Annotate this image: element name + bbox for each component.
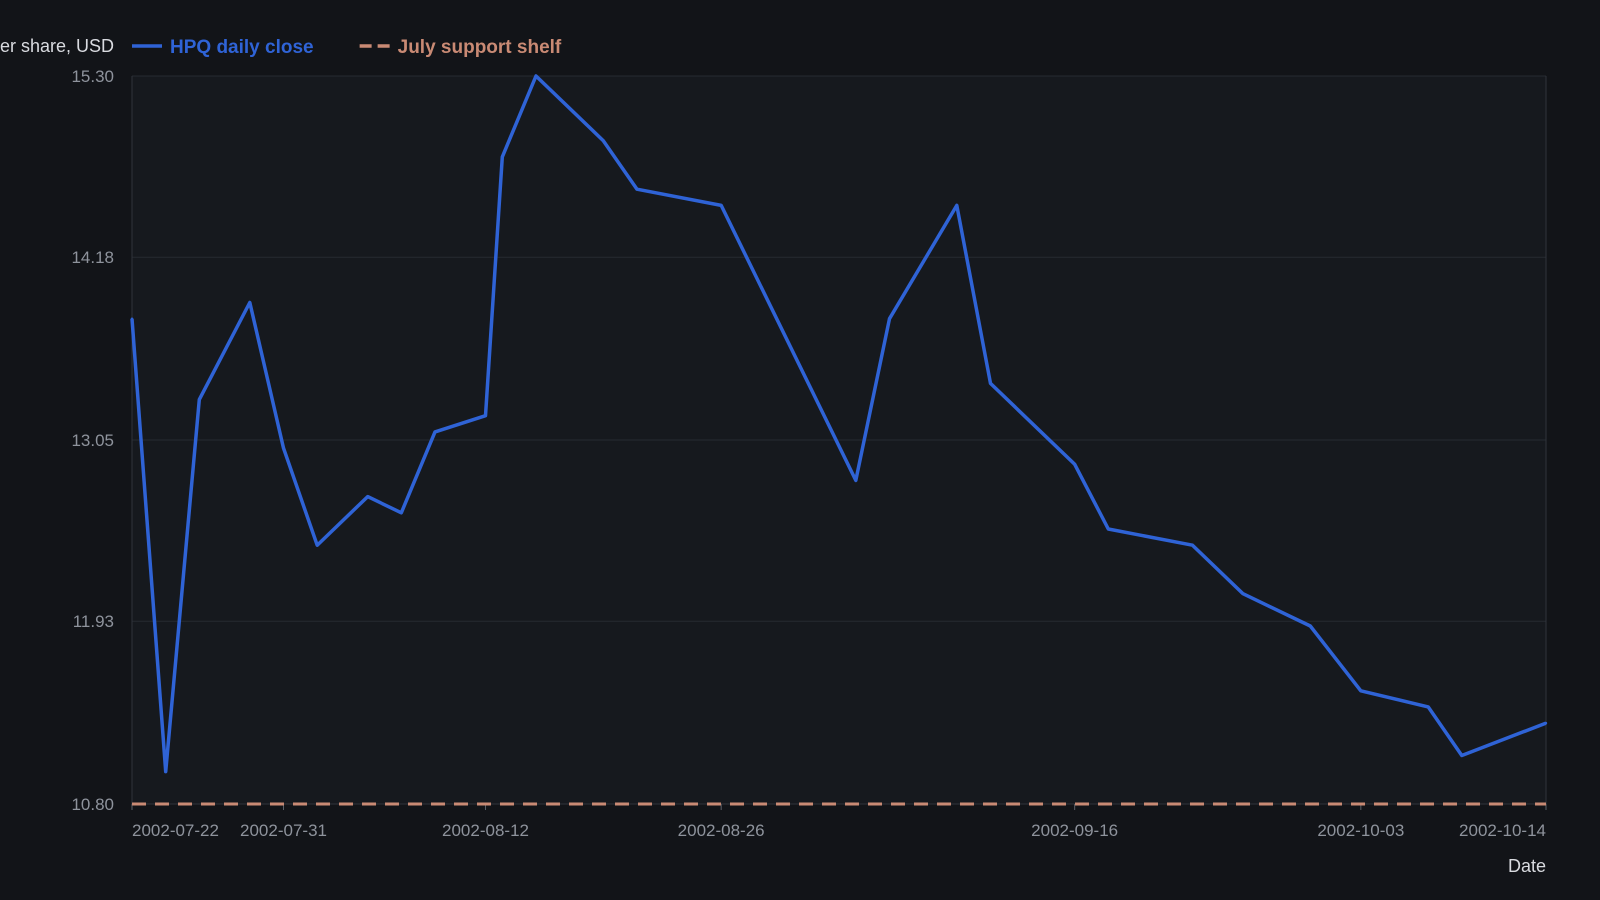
y-tick-label: 11.93 xyxy=(73,612,114,631)
legend-label: July support shelf xyxy=(398,37,562,58)
axes: 10.80 11.93 13.05 14.18 15.30 2002-07-22 2002-… xyxy=(71,67,1547,840)
legend-label: HPQ daily close xyxy=(170,37,314,58)
close-price-point xyxy=(1359,689,1363,692)
close-price-point xyxy=(534,74,538,78)
y-tick-label: 13.05 xyxy=(71,431,114,450)
close-price-line xyxy=(130,74,1547,774)
legend: HPQ daily close July support shelf xyxy=(132,37,562,58)
x-tick-label: 2002-07-22 xyxy=(132,821,219,840)
close-price-point xyxy=(282,446,285,450)
close-price-point xyxy=(164,770,167,773)
x-axis-title: Date xyxy=(1508,856,1546,876)
y-tick-label: 15.30 xyxy=(71,67,114,86)
close-price-point xyxy=(1309,624,1312,628)
close-price-point xyxy=(366,495,369,498)
close-price-point xyxy=(315,543,319,547)
close-price-point xyxy=(854,479,858,482)
x-tick-label: 2002-08-26 xyxy=(678,821,765,840)
close-price-point xyxy=(484,414,487,417)
close-price-point xyxy=(1073,463,1076,466)
close-price-point xyxy=(888,317,891,320)
close-price-point xyxy=(1544,721,1548,725)
close-price-point xyxy=(989,382,992,385)
close-price-point xyxy=(1460,754,1464,757)
x-tick-label: 2002-10-14 xyxy=(1459,821,1546,840)
close-price-point xyxy=(198,398,201,401)
y-axis-title: Price per share, USD xyxy=(0,36,114,56)
close-price-point xyxy=(1241,592,1245,595)
y-tick-label: 10.80 xyxy=(71,795,114,814)
x-tick-label: 2002-07-31 xyxy=(240,821,327,840)
close-price-point xyxy=(501,155,504,159)
close-price-point xyxy=(602,139,605,142)
close-price-point xyxy=(400,511,403,514)
close-price-point xyxy=(955,204,959,207)
x-tick-label: 2002-08-12 xyxy=(442,821,529,840)
close-price-point xyxy=(1426,705,1430,709)
close-price-point xyxy=(1191,543,1194,547)
close-price-point xyxy=(130,317,134,320)
close-price-point xyxy=(248,301,252,304)
close-price-point xyxy=(635,188,639,191)
y-tick-label: 14.18 xyxy=(71,248,114,267)
series-layer xyxy=(130,74,1548,806)
close-price-point xyxy=(433,430,437,434)
close-price-point xyxy=(719,204,723,207)
x-tick-label: 2002-10-03 xyxy=(1317,821,1404,840)
x-tick-label: 2002-09-16 xyxy=(1031,821,1118,840)
close-price-point xyxy=(1107,527,1110,531)
